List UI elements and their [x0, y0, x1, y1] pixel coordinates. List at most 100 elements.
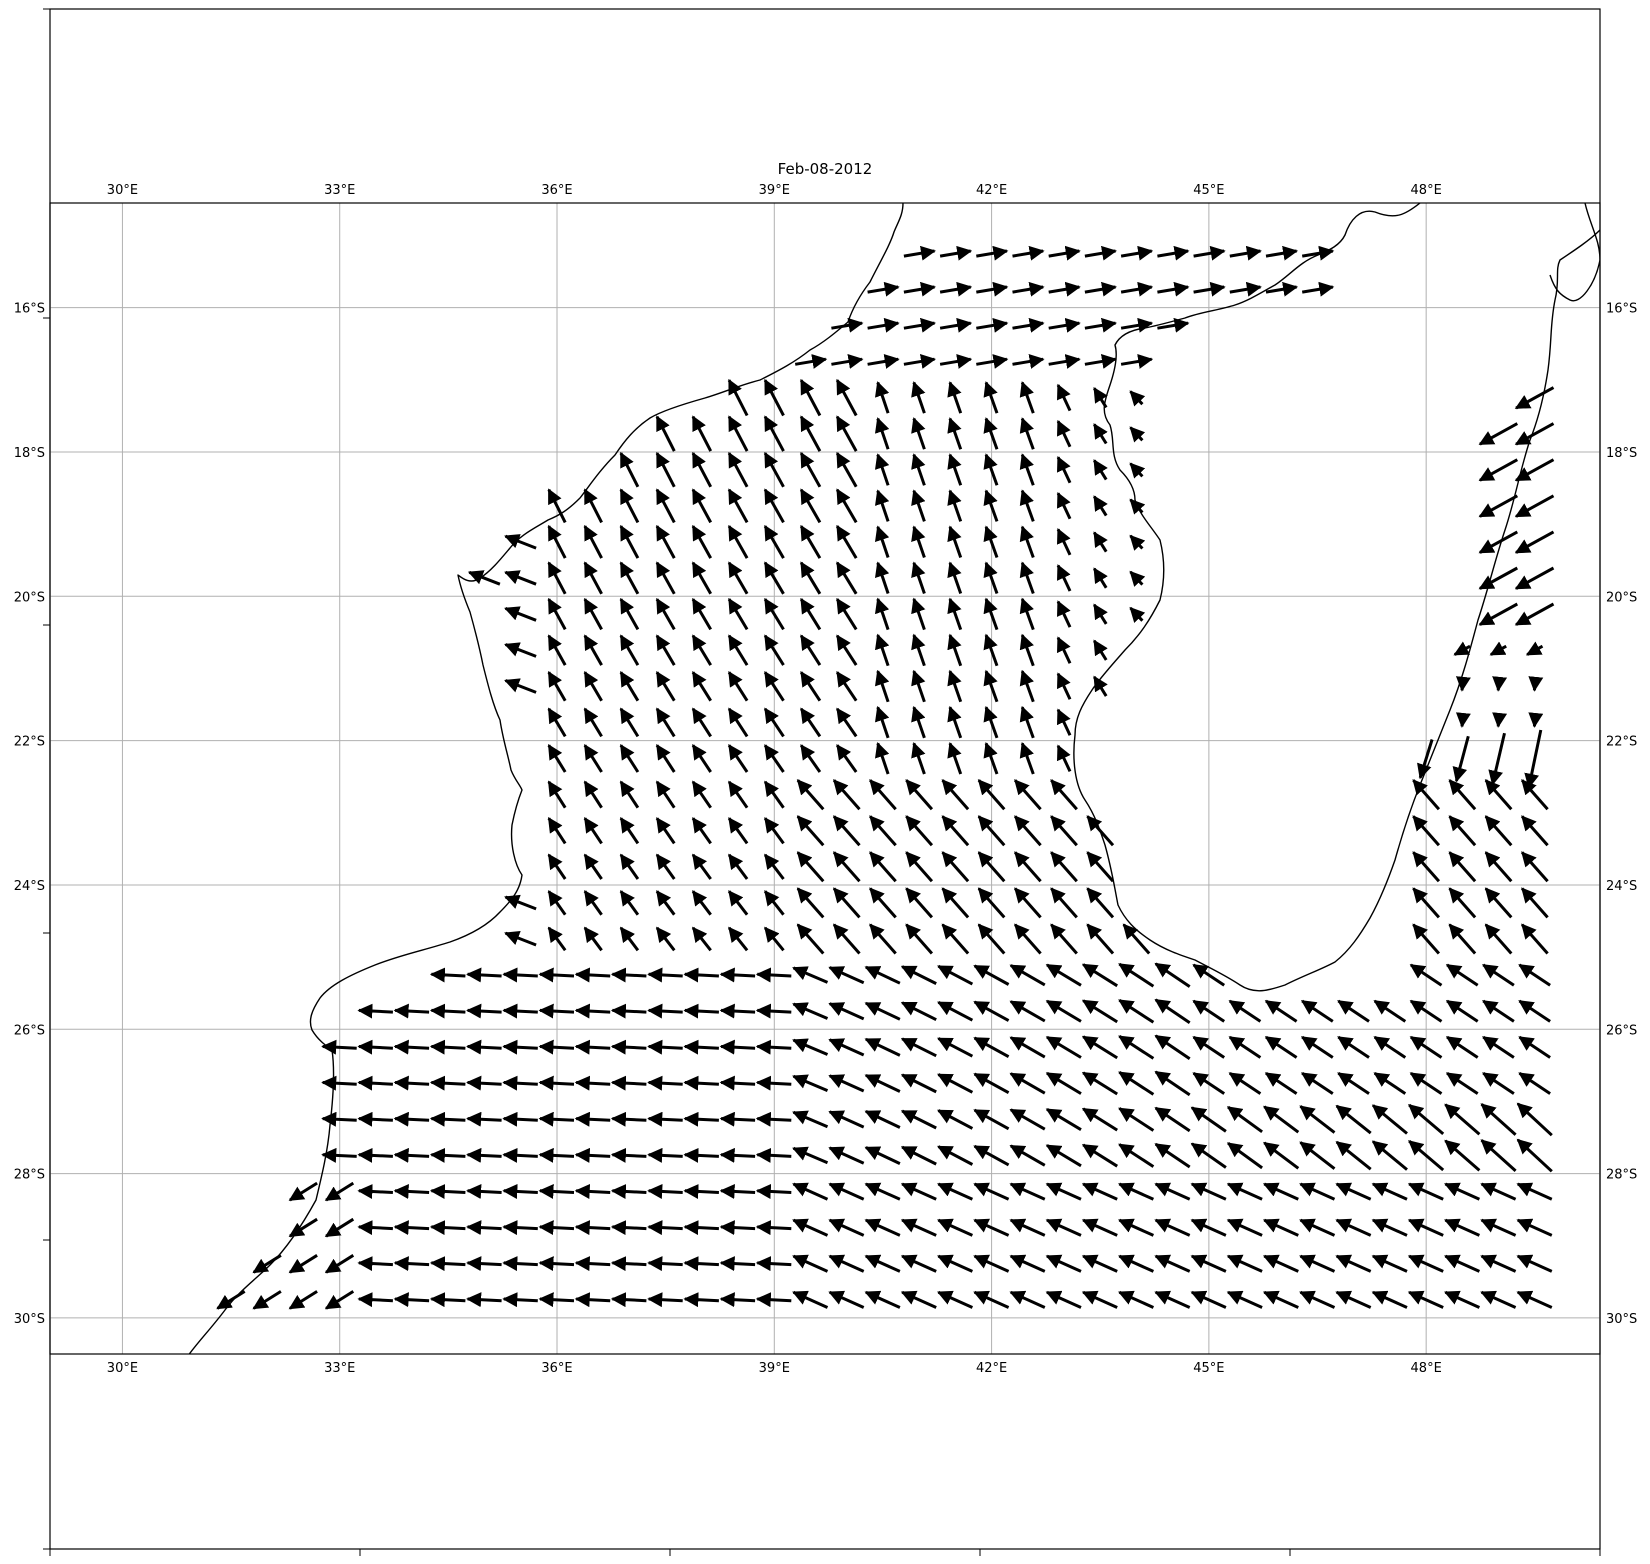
wind-vector-arrow — [1058, 566, 1070, 592]
wind-vector-arrow — [1534, 719, 1535, 727]
wind-vector-arrow — [506, 933, 537, 945]
wind-vector-arrow — [721, 1047, 755, 1049]
wind-vector-arrow — [1337, 1292, 1371, 1307]
wind-vector-arrow — [621, 855, 638, 879]
wind-vector-arrow — [1119, 1108, 1153, 1130]
wind-vector-arrow — [504, 1227, 538, 1229]
wind-vector-arrow — [1522, 925, 1548, 954]
wind-vector-arrow — [830, 1004, 864, 1019]
wind-vector-arrow — [1094, 497, 1106, 516]
wind-vector-arrow — [1013, 251, 1044, 256]
wind-vector-arrow — [395, 1155, 429, 1157]
map-panel: 30°E30°E33°E33°E36°E36°E39°E39°E42°E42°E… — [14, 183, 1638, 1420]
wind-vector-arrow — [1022, 599, 1033, 630]
wind-vector-arrow — [801, 526, 820, 558]
wind-vector-arrow — [1022, 419, 1033, 450]
wind-vector-arrow — [914, 563, 925, 594]
wind-vector-arrow — [504, 1155, 538, 1157]
wind-vector-arrow — [1156, 1292, 1190, 1307]
wind-vector-arrow — [837, 709, 856, 737]
wind-vector-arrow — [902, 1292, 936, 1307]
wind-vector-arrow — [794, 1184, 828, 1199]
wind-vector-arrow — [729, 855, 747, 879]
wind-vector-arrow — [837, 672, 856, 700]
latitude-label-right: 26°S — [1606, 1023, 1637, 1038]
wind-vector-arrow — [1131, 428, 1143, 441]
wind-vector-arrow — [794, 1256, 828, 1271]
wind-vector-arrow — [1230, 1073, 1261, 1093]
wind-vector-arrow — [830, 1292, 864, 1307]
wind-vector-arrow — [1520, 1037, 1551, 1057]
wind-vector-arrow — [612, 1010, 646, 1012]
wind-vector-arrow — [837, 417, 856, 451]
wind-vector-arrow — [1337, 1142, 1371, 1169]
wind-vector-arrow — [878, 671, 888, 702]
wind-vector-arrow — [906, 816, 932, 845]
wind-vector-arrow — [1462, 683, 1463, 691]
wind-vector-arrow — [657, 855, 674, 879]
wind-vector-arrow — [870, 780, 896, 809]
wind-vector-arrow — [585, 709, 602, 737]
wind-vector-arrow — [1119, 1036, 1153, 1058]
wind-vector-arrow — [801, 380, 820, 415]
wind-vector-arrow — [395, 1119, 429, 1121]
wind-vector-arrow — [612, 1047, 646, 1049]
wind-vector-arrow — [254, 1291, 281, 1308]
wind-vector-arrow — [1119, 964, 1153, 986]
wind-vector-arrow — [721, 1299, 755, 1301]
wind-vector-arrow — [1338, 1037, 1369, 1057]
wind-vector-arrow — [621, 928, 638, 951]
wind-vector-arrow — [1228, 1292, 1262, 1307]
wind-vector-arrow — [1516, 568, 1553, 589]
wind-vector-arrow — [834, 816, 860, 845]
wind-vector-arrow — [1083, 1184, 1117, 1199]
wind-vector-arrow — [1520, 1001, 1551, 1021]
wind-vector-arrow — [540, 1227, 574, 1229]
wind-vector-arrow — [685, 1263, 719, 1265]
wind-vector-arrow — [576, 1119, 610, 1121]
wind-vector-arrow — [943, 925, 969, 954]
wind-vector-arrow — [1156, 1036, 1190, 1059]
wind-vector-arrow — [359, 1155, 393, 1157]
wind-vector-arrow — [323, 1047, 357, 1049]
wind-vector-arrow — [359, 1299, 393, 1301]
wind-vector-arrow — [1058, 493, 1070, 519]
longitude-label-top: 48°E — [1411, 183, 1442, 198]
wind-vector-arrow — [657, 417, 674, 451]
wind-vector-arrow — [693, 782, 711, 808]
wind-vector-arrow — [1157, 251, 1188, 256]
wind-vector-arrow — [359, 1191, 393, 1193]
wind-vector-arrow — [649, 1010, 683, 1012]
wind-vector-arrow — [468, 1047, 502, 1049]
wind-vector-arrow — [1094, 460, 1106, 479]
wind-vector-arrow — [729, 818, 747, 843]
wind-vector-arrow — [621, 891, 638, 914]
wind-vector-arrow — [801, 672, 820, 700]
wind-vector-arrow — [940, 251, 971, 256]
wind-vector-arrow — [943, 852, 969, 881]
wind-vector-arrow — [902, 1184, 936, 1199]
latitude-label-right: 24°S — [1606, 879, 1637, 894]
wind-vector-arrow — [729, 380, 747, 415]
wind-vector-arrow — [1121, 359, 1152, 364]
wind-vector-arrow — [540, 1047, 574, 1049]
wind-vector-arrow — [1058, 457, 1070, 483]
wind-vector-arrow — [1011, 1110, 1045, 1130]
wind-vector-arrow — [721, 1263, 755, 1265]
wind-vector-arrow — [395, 1047, 429, 1049]
wind-vector-arrow — [585, 855, 602, 879]
wind-vector-arrow — [837, 453, 856, 487]
wind-vector-arrow — [621, 745, 638, 772]
wind-vector-arrow — [1022, 635, 1033, 666]
wind-vector-arrow — [1302, 1037, 1333, 1057]
wind-vector-arrow — [1047, 1073, 1081, 1093]
wind-vector-arrow — [1156, 1184, 1190, 1199]
wind-vector-arrow — [1264, 1107, 1298, 1133]
wind-vector-arrow — [693, 453, 711, 487]
latitude-label-right: 18°S — [1606, 446, 1637, 461]
wind-vector-arrow — [621, 526, 638, 558]
wind-vector-arrow — [1522, 816, 1548, 845]
wind-vector-arrow — [878, 419, 888, 450]
wind-vector-arrow — [757, 1299, 791, 1301]
wind-vector-arrow — [1058, 385, 1070, 411]
